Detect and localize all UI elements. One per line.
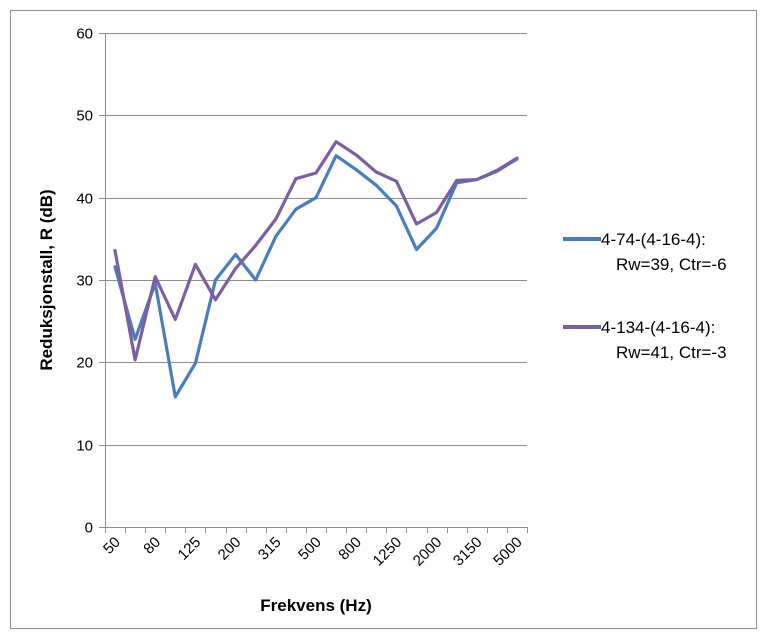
y-tick-label: 50: [76, 108, 93, 125]
legend-layer: 4-74-(4-16-4): Rw=39, Ctr=-6 4-134-(4-16-4…: [563, 230, 727, 362]
series-line-1: [113, 154, 519, 399]
legend-sublabel-1: Rw=39, Ctr=-6: [616, 255, 727, 274]
legend-label-1: 4-74-(4-16-4):: [601, 230, 706, 249]
x-axis-title: Frekvens (Hz): [260, 596, 371, 615]
series-line-2: [113, 140, 519, 362]
y-axis-title: Reduksjonstall, R (dB): [37, 189, 56, 370]
legend-label-2: 4-134-(4-16-4):: [601, 318, 715, 337]
y-tick-label: 20: [76, 355, 93, 372]
y-tick-label: 10: [76, 438, 93, 455]
chart-border: [10, 10, 757, 629]
grid-layer: [105, 33, 527, 446]
y-tick-label: 60: [76, 26, 93, 43]
y-tick-label: 30: [76, 273, 93, 290]
legend-sublabel-2: Rw=41, Ctr=-3: [616, 343, 727, 362]
y-tick-label: 0: [85, 520, 93, 537]
series-layer: [113, 140, 519, 399]
y-tick-label: 40: [76, 191, 93, 208]
